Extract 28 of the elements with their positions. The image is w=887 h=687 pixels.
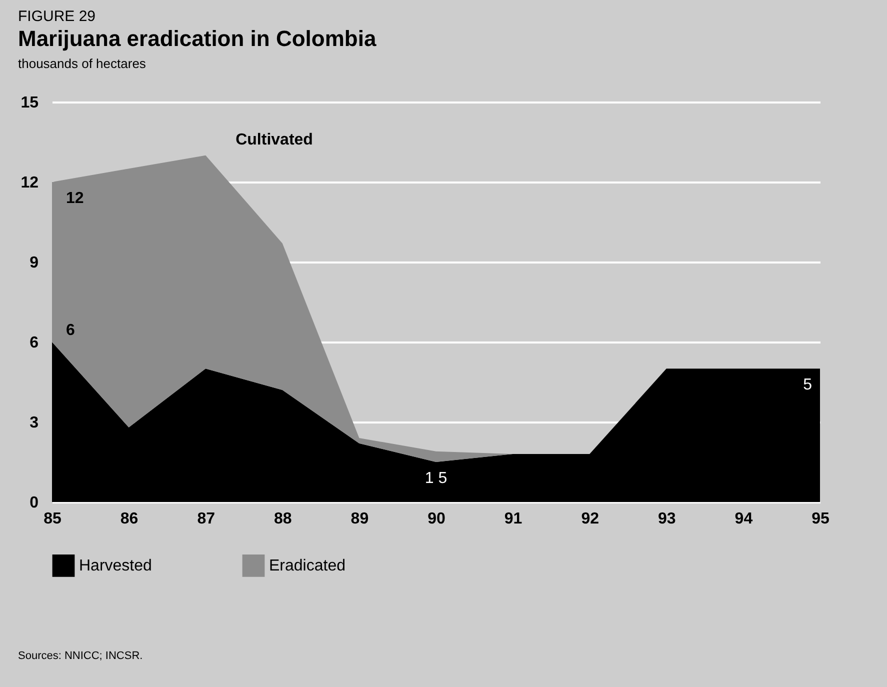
source-note: Sources: NNICC; INCSR. bbox=[18, 650, 143, 662]
y-tick-label: 12 bbox=[20, 174, 39, 192]
x-tick-label: 92 bbox=[581, 510, 600, 528]
legend-label: Harvested bbox=[79, 558, 152, 575]
x-tick-label: 94 bbox=[734, 510, 753, 528]
x-tick-label: 85 bbox=[44, 510, 62, 528]
chart-title: Marijuana eradication in Colombia bbox=[18, 26, 376, 52]
x-tick-label: 87 bbox=[197, 510, 216, 528]
y-tick-label: 0 bbox=[30, 494, 39, 512]
annotation: Cultivated bbox=[236, 131, 313, 148]
y-tick-label: 9 bbox=[30, 254, 39, 272]
x-tick-label: 90 bbox=[428, 510, 446, 528]
y-tick-label: 15 bbox=[20, 94, 39, 112]
x-tick-label: 93 bbox=[658, 510, 676, 528]
data-label: 5 bbox=[803, 376, 812, 394]
y-tick-label: 3 bbox=[30, 414, 39, 432]
y-tick-label: 6 bbox=[30, 334, 39, 352]
x-tick-label: 88 bbox=[274, 510, 292, 528]
x-tick-label: 95 bbox=[812, 510, 830, 528]
chart-subtitle: FIGURE 29 bbox=[18, 8, 96, 25]
x-tick-label: 91 bbox=[504, 510, 522, 528]
data-label: 6 bbox=[66, 322, 75, 339]
x-tick-label: 86 bbox=[120, 510, 138, 528]
x-tick-label: 89 bbox=[350, 510, 369, 528]
data-label: 1 5 bbox=[424, 470, 448, 487]
annotation: 12 bbox=[66, 190, 84, 207]
legend-label: Eradicated bbox=[269, 558, 346, 575]
y-axis-title: thousands of hectares bbox=[18, 56, 146, 71]
